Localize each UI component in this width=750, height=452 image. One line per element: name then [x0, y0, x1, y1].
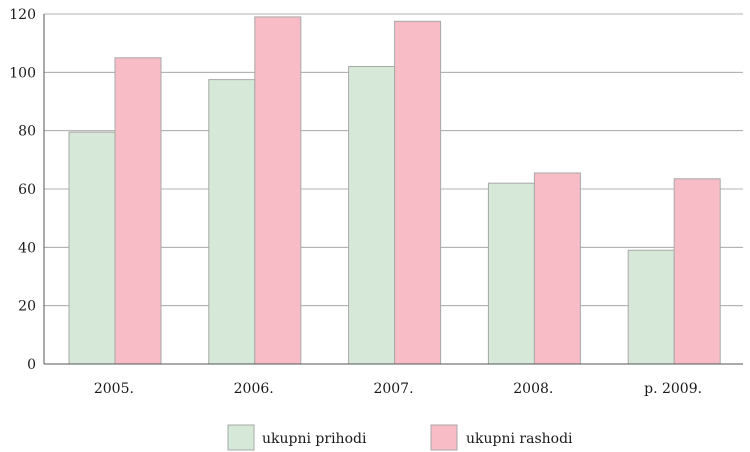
bar-prihodi — [627, 249, 675, 365]
bar-rashodi — [394, 20, 442, 365]
legend: ukupni prihodi ukupni rashodi — [227, 424, 573, 451]
y-tick-label: 120 — [9, 7, 36, 23]
y-tick-label: 100 — [9, 65, 36, 81]
bars — [68, 16, 721, 365]
y-tick-label: 40 — [18, 240, 36, 256]
axes — [43, 14, 743, 365]
y-tick-label: 60 — [18, 182, 36, 198]
bar-prihodi — [348, 66, 396, 365]
legend-label: ukupni rashodi — [466, 431, 573, 447]
bar-rashodi — [673, 178, 721, 365]
x-tick-label: 2005. — [94, 381, 134, 397]
bar-prihodi — [208, 79, 256, 365]
y-tick-labels: 0 20 40 60 80 100 120 — [9, 7, 36, 373]
x-tick-label: 2007. — [373, 381, 413, 397]
bar-rashodi — [254, 16, 302, 365]
legend-swatch — [430, 424, 458, 451]
y-tick-label: 80 — [18, 124, 36, 140]
x-tick-labels: 2005. 2006. 2007. 2008. p. 2009. — [94, 381, 702, 397]
bar-rashodi — [533, 172, 581, 365]
bar-rashodi — [114, 57, 162, 365]
x-tick-label: 2006. — [234, 381, 274, 397]
legend-label: ukupni prihodi — [262, 431, 367, 447]
y-tick-label: 0 — [27, 357, 36, 373]
x-tick-label: 2008. — [513, 381, 553, 397]
x-tick-label: p. 2009. — [644, 381, 702, 397]
y-tick-label: 20 — [18, 299, 36, 315]
bar-prihodi — [487, 182, 535, 365]
legend-swatch — [227, 424, 255, 451]
bar-prihodi — [68, 131, 116, 365]
